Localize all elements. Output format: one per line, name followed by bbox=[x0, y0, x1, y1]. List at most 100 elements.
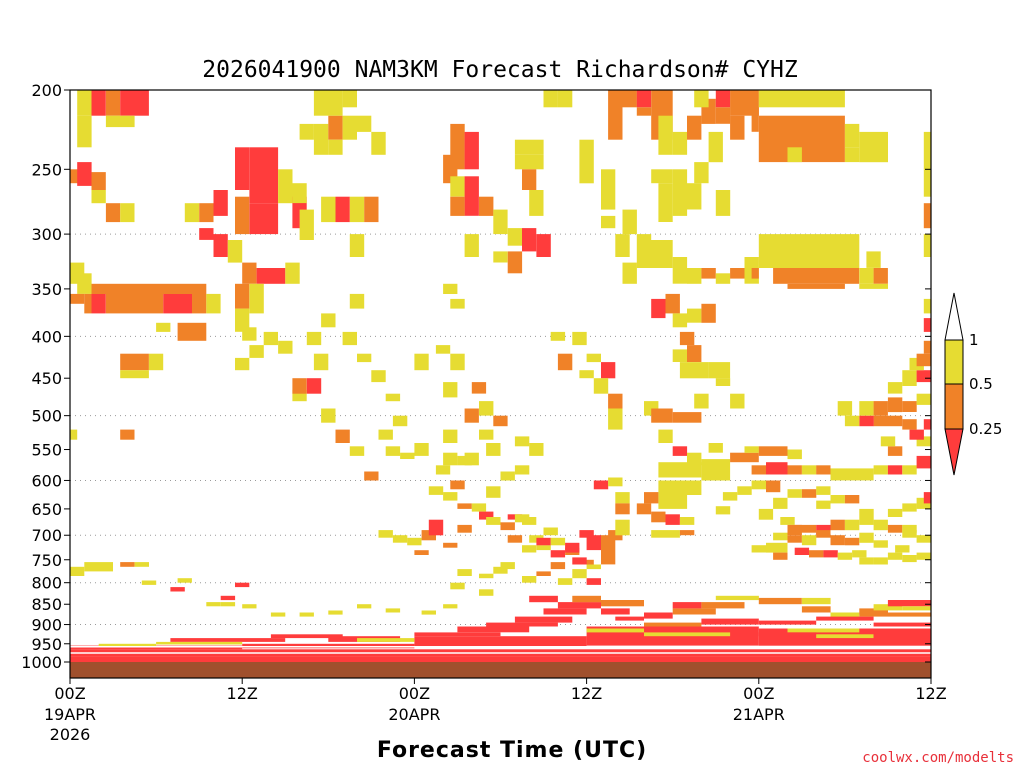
ri-cell bbox=[816, 524, 831, 536]
ri-cell bbox=[120, 90, 149, 116]
ri-cell bbox=[550, 550, 566, 558]
ri-cell bbox=[859, 401, 874, 416]
ri-cell bbox=[328, 115, 343, 140]
ri-cell bbox=[902, 465, 917, 475]
y-tick-label: 550 bbox=[31, 441, 62, 460]
ri-cell bbox=[349, 234, 365, 257]
ri-cell bbox=[694, 162, 709, 184]
ri-cell bbox=[514, 154, 544, 170]
ri-band bbox=[156, 641, 243, 645]
ri-band bbox=[715, 595, 759, 601]
ri-cell bbox=[773, 268, 860, 284]
ri-cell bbox=[321, 196, 336, 223]
ri-cell bbox=[737, 486, 752, 495]
legend-swatch-orange bbox=[944, 383, 964, 430]
ri-cell bbox=[780, 517, 795, 525]
ri-cell bbox=[220, 595, 236, 601]
ri-cell bbox=[887, 446, 903, 456]
ri-cell bbox=[887, 465, 903, 475]
ri-cell bbox=[708, 131, 723, 163]
ri-cell bbox=[672, 412, 702, 423]
ri-cell bbox=[500, 522, 515, 531]
ri-cell bbox=[514, 139, 544, 155]
ri-cell bbox=[414, 443, 429, 456]
ri-cell bbox=[787, 283, 845, 289]
ri-cell bbox=[859, 557, 874, 565]
ri-band bbox=[601, 608, 630, 615]
ri-cell bbox=[887, 508, 903, 517]
ri-cell bbox=[328, 139, 343, 155]
ri-cell bbox=[873, 268, 888, 284]
ri-cell bbox=[636, 503, 652, 515]
ri-cell bbox=[895, 545, 910, 553]
ri-band bbox=[758, 597, 802, 605]
ri-cell bbox=[557, 90, 573, 108]
ri-cell bbox=[701, 459, 731, 481]
ri-cell bbox=[658, 462, 702, 478]
ri-cell bbox=[916, 455, 931, 469]
ri-cell bbox=[722, 492, 738, 501]
ri-cell bbox=[787, 535, 802, 543]
ri-cell bbox=[414, 550, 429, 555]
ri-cell bbox=[400, 452, 415, 459]
legend-label: 1 bbox=[969, 331, 979, 349]
ri-cell bbox=[428, 486, 444, 495]
ri-cell bbox=[342, 90, 357, 108]
ri-band bbox=[816, 616, 874, 621]
ri-cell bbox=[887, 552, 903, 560]
ri-cell bbox=[923, 203, 931, 229]
ri-cell bbox=[708, 443, 723, 453]
ri-cell bbox=[758, 234, 788, 268]
ri-cell bbox=[586, 578, 601, 585]
ri-cell bbox=[593, 378, 609, 394]
ri-cell bbox=[148, 353, 164, 371]
ri-cell bbox=[601, 169, 616, 210]
ri-band bbox=[801, 597, 831, 605]
ri-cell bbox=[378, 530, 393, 538]
ri-cell bbox=[758, 508, 774, 520]
ri-cell bbox=[134, 562, 149, 567]
ri-cell bbox=[70, 566, 85, 576]
ri-cell bbox=[830, 519, 845, 531]
ri-cell bbox=[192, 293, 207, 314]
ri-cell bbox=[500, 471, 515, 481]
ri-cell bbox=[213, 190, 228, 216]
legend-label: 0.25 bbox=[969, 420, 1002, 438]
ri-band bbox=[859, 612, 932, 617]
ri-cell bbox=[313, 123, 329, 155]
ri-cell bbox=[328, 610, 343, 615]
ri-cell bbox=[335, 429, 350, 443]
ri-cell bbox=[615, 234, 630, 257]
ri-cell bbox=[292, 183, 307, 204]
ri-cell bbox=[909, 429, 924, 440]
ri-cell bbox=[235, 196, 250, 235]
ri-cell bbox=[816, 465, 831, 475]
ri-cell bbox=[486, 486, 501, 498]
ri-cell bbox=[923, 298, 931, 314]
ri-cell bbox=[536, 234, 551, 257]
ri-band bbox=[859, 608, 888, 615]
credit-link[interactable]: coolwx.com/modelts bbox=[862, 750, 1014, 766]
ri-cell bbox=[120, 203, 135, 223]
ri-band bbox=[887, 600, 931, 607]
ri-cell bbox=[464, 131, 479, 170]
ri-cell bbox=[479, 401, 494, 416]
ri-cell bbox=[84, 562, 113, 572]
ri-cell bbox=[249, 203, 279, 235]
ri-cell bbox=[306, 378, 322, 394]
ri-cell bbox=[773, 532, 788, 541]
ri-cell bbox=[493, 251, 508, 263]
ri-cell bbox=[672, 257, 688, 284]
ri-cell bbox=[235, 147, 250, 190]
ri-cell bbox=[378, 429, 393, 440]
ri-cell bbox=[529, 190, 544, 216]
ri-band bbox=[557, 602, 601, 609]
ri-cell bbox=[916, 535, 931, 543]
ri-band bbox=[601, 600, 644, 607]
ri-cell bbox=[306, 331, 322, 346]
ri-cell bbox=[787, 489, 802, 498]
ri-cell bbox=[349, 293, 365, 309]
ri-cell bbox=[923, 234, 931, 257]
y-tick-label: 400 bbox=[31, 327, 62, 346]
ri-cell bbox=[357, 604, 372, 609]
